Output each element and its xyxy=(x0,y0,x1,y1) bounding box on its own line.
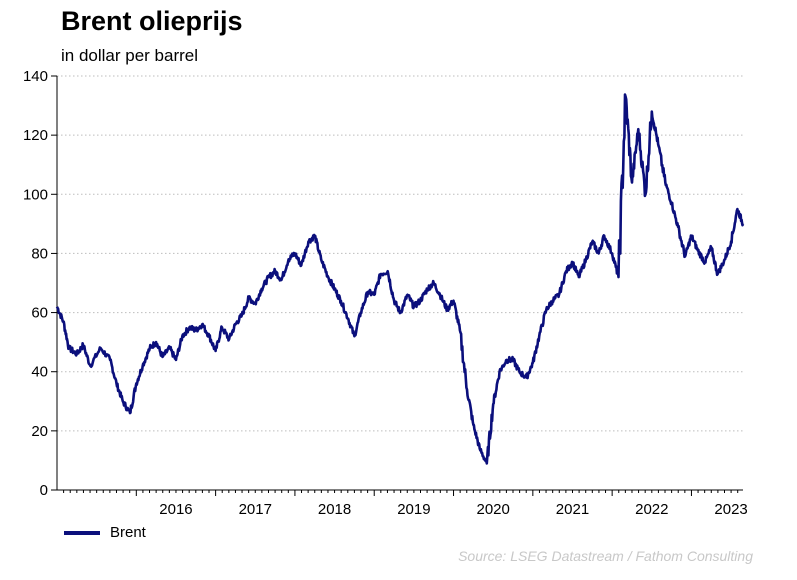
y-tick-label: 140 xyxy=(23,68,48,85)
x-tick-label: 2018 xyxy=(318,501,351,518)
chart-subtitle: in dollar per barrel xyxy=(61,46,199,65)
chart-title: Brent olieprijs xyxy=(61,6,243,36)
y-tick-label: 0 xyxy=(40,482,48,499)
series-group xyxy=(55,93,745,465)
y-tick-label: 100 xyxy=(23,186,48,203)
y-tick-label: 80 xyxy=(31,245,48,262)
legend-swatch-brent xyxy=(64,530,100,535)
x-tick-label: 2016 xyxy=(159,501,192,518)
gridlines xyxy=(57,75,743,432)
x-tick-label: 2020 xyxy=(476,501,509,518)
x-tick-label: 2021 xyxy=(556,501,589,518)
y-tick-label: 40 xyxy=(31,364,48,381)
x-tick-label: 2019 xyxy=(397,501,430,518)
y-tick-label: 20 xyxy=(31,423,48,440)
axes xyxy=(51,75,743,496)
source-note: Source: LSEG Datastream / Fathom Consult… xyxy=(458,548,753,564)
series-line-brent xyxy=(55,93,745,465)
y-tick-label: 60 xyxy=(31,305,48,322)
legend-label-brent: Brent xyxy=(110,524,146,541)
x-tick-label: 2017 xyxy=(239,501,272,518)
y-tick-labels: 0 20 40 60 80 100 120 140 xyxy=(23,68,48,499)
legend: Brent xyxy=(64,524,146,541)
x-tick-label: 2022 xyxy=(635,501,668,518)
x-tick-labels: 2016 2017 2018 2019 2020 2021 2022 2023 xyxy=(159,501,748,518)
y-tick-label: 120 xyxy=(23,127,48,144)
x-tick-label: 2023 xyxy=(714,501,747,518)
